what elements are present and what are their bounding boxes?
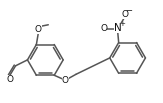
Text: O: O <box>121 10 128 19</box>
Text: −: − <box>126 6 133 15</box>
Text: +: + <box>120 21 126 27</box>
Text: O: O <box>62 76 69 85</box>
Text: O: O <box>35 25 42 34</box>
Text: N: N <box>114 23 122 33</box>
Text: O: O <box>6 75 13 84</box>
Text: O: O <box>100 24 107 33</box>
